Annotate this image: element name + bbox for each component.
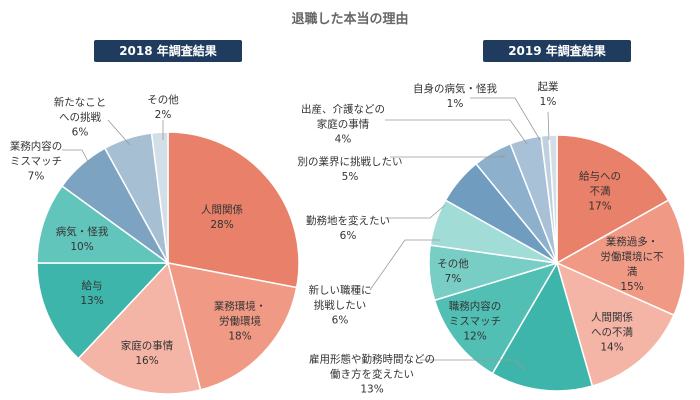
leader-line <box>420 359 526 371</box>
category-label: 業務過多・ 労働環境に不満 <box>600 236 664 278</box>
pie-slice <box>555 261 675 387</box>
pie-slice <box>36 184 171 264</box>
slice-label: 病気・怪我 10% <box>56 225 109 255</box>
slice-label: 給与 13% <box>80 279 103 309</box>
value-label: 12% <box>463 330 487 343</box>
slice-label: 人間関係 への不満 14% <box>591 311 633 356</box>
value-label: 14% <box>600 341 624 354</box>
category-label: 給与への 不満 <box>579 170 621 198</box>
leader-line <box>62 149 96 176</box>
category-label: 出産、介護などの 家庭の事情 <box>301 103 385 131</box>
leader-lines <box>62 97 550 371</box>
pie-slice <box>555 199 686 317</box>
slice-label: 業務過多・ 労働環境に不満 15% <box>598 235 666 295</box>
category-label: 別の業界に挑戦したい <box>297 156 403 168</box>
value-label: 13% <box>360 383 384 396</box>
value-label: 10% <box>70 241 94 253</box>
page-title: 退職した本当の理由 <box>291 12 409 27</box>
slice-label: 新しい職種に 挑戦したい 6% <box>309 284 372 329</box>
value-label: 13% <box>80 295 104 307</box>
leader-line <box>369 239 440 291</box>
category-label: 人間関係 <box>201 204 243 216</box>
value-label: 1% <box>539 96 557 108</box>
slice-label: 自身の病気・怪我 1% <box>413 82 497 112</box>
category-label: 新たなこと への挑戦 <box>53 96 107 124</box>
pie-slice <box>150 131 169 264</box>
category-label: 業務内容の ミスマッチ <box>9 140 63 168</box>
value-label: 7% <box>27 170 45 183</box>
slice-label: 出産、介護などの 家庭の事情 4% <box>301 103 385 148</box>
leader-line <box>470 97 541 141</box>
pie-slice <box>167 131 300 289</box>
slice-label: 職務内容の ミスマッチ 12% <box>449 300 502 345</box>
value-label: 1% <box>446 98 464 110</box>
value-label: 5% <box>341 171 359 183</box>
slice-label: 新たなこと への挑戦 6% <box>54 96 107 141</box>
category-label: その他 <box>147 94 179 106</box>
category-label: 起業 <box>537 81 559 93</box>
pie-slice <box>433 261 559 375</box>
chart-subtitle: 2018 年調査結果 <box>94 40 242 62</box>
slice-label: 雇用形態や勤務時間などの 働き方を変えたい 13% <box>309 353 435 398</box>
slice-label: 起業 1% <box>538 80 559 110</box>
slice-label: その他 2% <box>147 93 179 123</box>
value-label: 7% <box>444 273 462 285</box>
category-label: 自身の病気・怪我 <box>413 83 497 95</box>
category-label: 病気・怪我 <box>55 226 109 238</box>
category-label: その他 <box>437 258 469 270</box>
category-label: 職務内容の ミスマッチ <box>448 300 502 328</box>
slice-label: 別の業界に挑戦したい 5% <box>298 155 403 185</box>
value-label: 6% <box>71 126 89 139</box>
slice-label: その他 7% <box>437 257 469 287</box>
slice-label: 業務内容の ミスマッチ 7% <box>10 140 63 185</box>
value-label: 6% <box>339 230 357 242</box>
category-label: 人間関係 への不満 <box>591 311 633 339</box>
pie-slice <box>556 134 670 265</box>
leader-line <box>385 119 528 145</box>
slice-label: 業務環境・ 労働環境 18% <box>214 300 267 345</box>
leader-line <box>107 119 131 146</box>
slice-label: 給与への 不満 17% <box>579 170 621 215</box>
value-label: 15% <box>620 281 644 293</box>
slice-label: 家庭の事情 16% <box>121 339 174 369</box>
category-label: 業務環境・ 労働環境 <box>213 300 267 328</box>
pie-slice <box>166 262 298 391</box>
pie <box>36 131 300 395</box>
category-label: 家庭の事情 <box>120 340 174 352</box>
category-label: 給与 <box>81 280 103 292</box>
chart-subtitle: 2019 年調査結果 <box>483 40 631 62</box>
leader-line <box>547 111 550 141</box>
pie-slice <box>77 261 202 395</box>
value-label: 17% <box>588 200 612 213</box>
value-label: 6% <box>331 314 349 327</box>
value-label: 4% <box>334 133 352 146</box>
pie-slice <box>491 261 594 392</box>
pie-slice <box>36 262 170 360</box>
value-label: 16% <box>135 355 159 367</box>
slice-label: 勤務地を変えたい 6% <box>306 214 390 244</box>
category-label: 雇用形態や勤務時間などの 働き方を変えたい <box>309 353 435 381</box>
value-label: 18% <box>228 330 252 343</box>
value-label: 28% <box>210 219 234 231</box>
value-label: 2% <box>154 109 172 121</box>
pie <box>428 134 686 392</box>
category-label: 新しい職種に 挑戦したい <box>308 284 372 312</box>
leader-line <box>390 154 506 158</box>
category-label: 勤務地を変えたい <box>306 215 390 227</box>
leader-line <box>385 204 446 219</box>
slice-label: 人間関係 28% <box>201 203 243 233</box>
